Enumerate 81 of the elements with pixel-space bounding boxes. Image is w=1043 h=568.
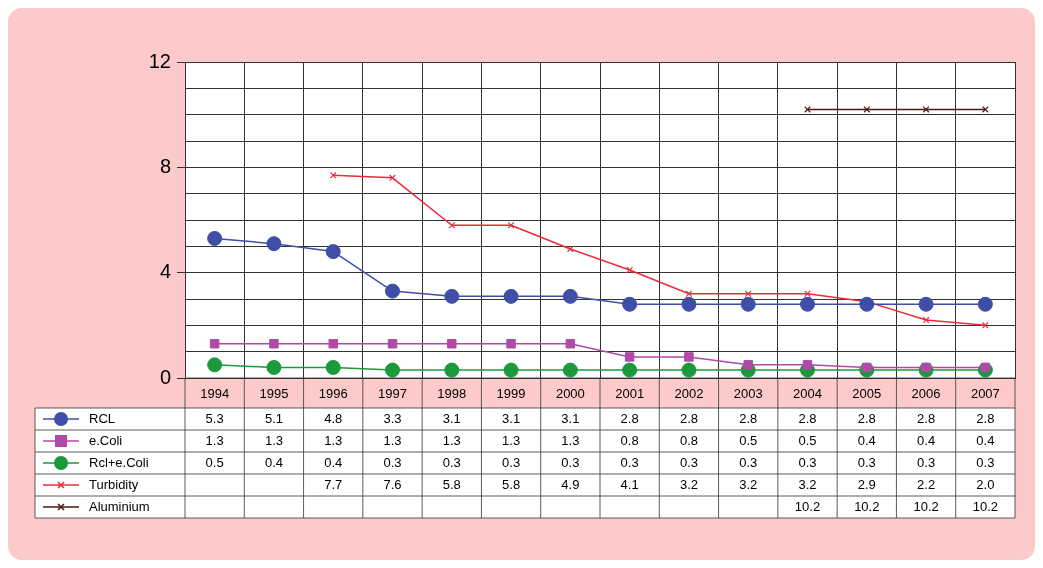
data-label: 0.3 bbox=[798, 454, 817, 470]
x-tick-label: 1994 bbox=[200, 386, 230, 402]
data-label: 0.3 bbox=[857, 454, 876, 470]
data-label: 2.2 bbox=[917, 476, 936, 492]
x-tick-label: 1997 bbox=[378, 386, 407, 402]
y-tick-label: 8 bbox=[159, 154, 171, 177]
data-label: 0.5 bbox=[739, 432, 758, 448]
data-label: 2.9 bbox=[857, 476, 876, 492]
y-tick-label: 0 bbox=[159, 365, 171, 388]
data-label: 0.3 bbox=[739, 454, 758, 470]
data-label: 0.4 bbox=[324, 454, 343, 470]
data-label: 3.2 bbox=[739, 476, 758, 492]
data-label: 0.4 bbox=[264, 454, 283, 470]
x-tick-label: 2001 bbox=[615, 386, 645, 402]
data-label: 3.1 bbox=[502, 410, 521, 426]
data-label: 2.8 bbox=[917, 410, 936, 426]
data-label: 0.3 bbox=[976, 454, 995, 470]
data-label: 5.3 bbox=[205, 410, 224, 426]
data-label: 4.8 bbox=[324, 410, 343, 426]
data-label: 0.8 bbox=[620, 432, 639, 448]
data-label: 0.5 bbox=[798, 432, 817, 448]
data-label: 2.8 bbox=[620, 410, 639, 426]
data-label: 0.3 bbox=[679, 454, 698, 470]
data-label: 2.8 bbox=[976, 410, 995, 426]
data-label: 4.9 bbox=[561, 476, 580, 492]
x-tick-label: 2005 bbox=[852, 386, 882, 402]
legend-label: Aluminium bbox=[89, 498, 150, 514]
data-label: 7.7 bbox=[324, 476, 343, 492]
x-tick-label: 2007 bbox=[970, 386, 1000, 402]
data-label: 0.3 bbox=[620, 454, 639, 470]
x-tick-label: 2002 bbox=[674, 386, 704, 402]
data-label: 3.2 bbox=[798, 476, 817, 492]
data-label: 10.2 bbox=[972, 498, 999, 514]
data-label: 1.3 bbox=[264, 432, 283, 448]
data-label: 1.3 bbox=[442, 432, 461, 448]
y-tick-label: 12 bbox=[148, 49, 171, 72]
data-label: 0.4 bbox=[857, 432, 876, 448]
x-tick-label: 1996 bbox=[318, 386, 348, 402]
x-tick-label: 1998 bbox=[437, 386, 467, 402]
data-label: 10.2 bbox=[913, 498, 939, 514]
data-label: 2.8 bbox=[739, 410, 758, 426]
x-tick-label: 1995 bbox=[259, 386, 289, 402]
data-label: 1.3 bbox=[502, 432, 521, 448]
x-tick-label: 2006 bbox=[911, 386, 941, 402]
data-label: 10.2 bbox=[794, 498, 821, 514]
legend-label: e.Coli bbox=[89, 432, 123, 448]
data-label: 2.8 bbox=[798, 410, 817, 426]
data-label: 4.1 bbox=[620, 476, 639, 492]
data-label: 5.1 bbox=[264, 410, 283, 426]
legend-label: Rcl+e.Coli bbox=[89, 454, 149, 470]
data-label: 7.6 bbox=[383, 476, 402, 492]
data-label: 5.8 bbox=[442, 476, 461, 492]
data-label: 1.3 bbox=[383, 432, 402, 448]
data-label: 3.1 bbox=[561, 410, 580, 426]
data-label: 0.5 bbox=[205, 454, 224, 470]
data-label: 0.3 bbox=[502, 454, 521, 470]
data-label: 0.4 bbox=[976, 432, 995, 448]
data-label: 3.1 bbox=[442, 410, 461, 426]
data-label: 0.4 bbox=[917, 432, 936, 448]
data-label: 1.3 bbox=[324, 432, 343, 448]
data-label: 3.2 bbox=[679, 476, 698, 492]
x-tick-label: 2003 bbox=[733, 386, 763, 402]
data-label: 2.8 bbox=[857, 410, 876, 426]
data-label: 2.0 bbox=[976, 476, 995, 492]
data-label: 3.3 bbox=[383, 410, 402, 426]
data-label: 2.8 bbox=[679, 410, 698, 426]
x-tick-label: 2004 bbox=[793, 386, 822, 402]
legend-label: Turbidity bbox=[89, 476, 139, 492]
y-tick-label: 4 bbox=[159, 260, 171, 283]
data-label: 0.3 bbox=[561, 454, 580, 470]
data-label: 0.8 bbox=[679, 432, 698, 448]
legend-label: RCL bbox=[89, 410, 116, 426]
data-label: 10.2 bbox=[854, 498, 880, 514]
data-label: 1.3 bbox=[205, 432, 224, 448]
data-label: 0.3 bbox=[383, 454, 402, 470]
data-label: 5.8 bbox=[502, 476, 521, 492]
data-label: 1.3 bbox=[561, 432, 580, 448]
x-tick-label: 1999 bbox=[496, 386, 526, 402]
data-label: 0.3 bbox=[917, 454, 936, 470]
x-tick-label: 2000 bbox=[555, 386, 585, 402]
data-label: 0.3 bbox=[442, 454, 461, 470]
